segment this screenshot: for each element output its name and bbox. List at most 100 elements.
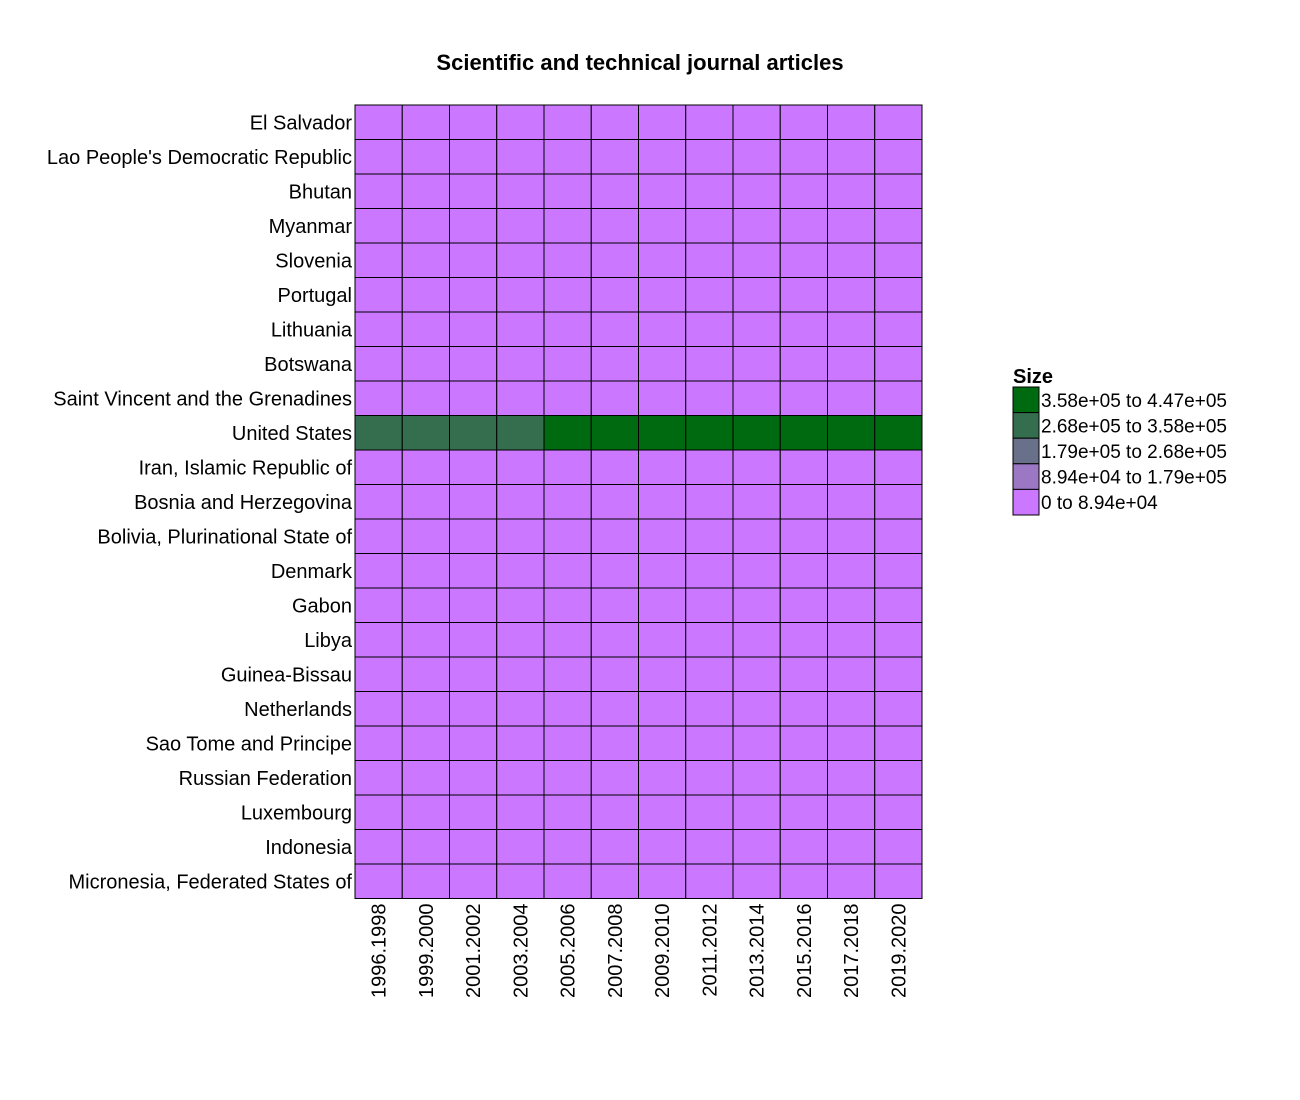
x-tick-label: 1996.1998 (369, 904, 391, 999)
heatmap-cell (732, 449, 781, 485)
heatmap-cell (874, 242, 923, 278)
heatmap-cell (449, 587, 498, 623)
heatmap-cell (779, 587, 828, 623)
y-tick-label: Indonesia (265, 837, 353, 859)
y-tick-label: Russian Federation (179, 768, 352, 790)
heatmap-cell (638, 553, 687, 589)
heatmap-cell (449, 518, 498, 554)
heatmap-cell (685, 760, 734, 796)
heatmap-cell (401, 829, 450, 865)
heatmap-cell (874, 622, 923, 658)
heatmap-cell (874, 173, 923, 209)
heatmap-cell (354, 346, 403, 382)
heatmap-cell (449, 553, 498, 589)
heatmap-cell (685, 863, 734, 899)
heatmap-cell (590, 587, 639, 623)
heatmap-cell (685, 518, 734, 554)
y-tick-label: United States (232, 423, 352, 445)
heatmap-cell (496, 691, 545, 727)
heatmap-cell (827, 622, 876, 658)
y-tick-label: Bolivia, Plurinational State of (97, 526, 352, 548)
heatmap-cell (449, 104, 498, 140)
heatmap-cell (354, 380, 403, 416)
legend-label: 3.58e+05 to 4.47e+05 (1041, 391, 1227, 412)
heatmap-cell (590, 553, 639, 589)
heatmap-cell (449, 277, 498, 313)
heatmap-cell (496, 622, 545, 658)
heatmap-cells (354, 104, 923, 899)
heatmap-cell (874, 725, 923, 761)
heatmap-cell (638, 415, 687, 451)
heatmap-cell (543, 691, 592, 727)
heatmap-cell (496, 656, 545, 692)
heatmap-cell (685, 380, 734, 416)
heatmap-cell (354, 277, 403, 313)
heatmap-cell (590, 277, 639, 313)
heatmap-cell (827, 553, 876, 589)
heatmap-cell (685, 553, 734, 589)
legend-swatch (1012, 386, 1040, 414)
x-tick-label: 2017.2018 (841, 904, 863, 999)
heatmap-cell (496, 760, 545, 796)
heatmap-cell (685, 346, 734, 382)
heatmap-cell (401, 208, 450, 244)
heatmap-cell (401, 863, 450, 899)
heatmap-cell (779, 656, 828, 692)
heatmap-cell (732, 277, 781, 313)
heatmap-cell (449, 415, 498, 451)
heatmap-cell (590, 380, 639, 416)
heatmap-cell (543, 622, 592, 658)
y-tick-label: Micronesia, Federated States of (69, 871, 353, 893)
heatmap-cell (496, 484, 545, 520)
heatmap-cell (685, 794, 734, 830)
y-tick-label: Slovenia (275, 250, 353, 272)
legend: Size 3.58e+05 to 4.47e+05 2.68e+05 to 3.5… (1012, 366, 1227, 516)
heatmap-cell (638, 208, 687, 244)
heatmap-cell (638, 725, 687, 761)
heatmap-cell (590, 760, 639, 796)
heatmap-cell (543, 139, 592, 175)
heatmap-cell (779, 449, 828, 485)
heatmap-cell (590, 173, 639, 209)
heatmap-cell (827, 863, 876, 899)
heatmap-cell (827, 104, 876, 140)
heatmap-cell (732, 622, 781, 658)
y-tick-label: Sao Tome and Principe (146, 733, 352, 755)
x-tick-label: 2007.2008 (605, 904, 627, 999)
heatmap-cell (590, 139, 639, 175)
heatmap-cell (496, 794, 545, 830)
heatmap-cell (354, 415, 403, 451)
heatmap-cell (354, 760, 403, 796)
heatmap-cell (590, 829, 639, 865)
heatmap-cell (638, 691, 687, 727)
heatmap-cell (543, 725, 592, 761)
heatmap-cell (638, 760, 687, 796)
heatmap-cell (638, 587, 687, 623)
heatmap-cell (685, 277, 734, 313)
heatmap-cell (496, 829, 545, 865)
heatmap-cell (638, 139, 687, 175)
heatmap-cell (638, 173, 687, 209)
heatmap-cell (685, 656, 734, 692)
heatmap-cell (449, 725, 498, 761)
heatmap-cell (354, 553, 403, 589)
heatmap-cell (401, 173, 450, 209)
heatmap-cell (449, 173, 498, 209)
heatmap-cell (685, 104, 734, 140)
heatmap-cell (449, 380, 498, 416)
y-tick-label: Denmark (271, 561, 353, 583)
heatmap-cell (354, 829, 403, 865)
y-tick-label: Bhutan (289, 181, 352, 203)
heatmap-cell (779, 760, 828, 796)
heatmap-cell (401, 346, 450, 382)
legend-swatch (1012, 412, 1040, 439)
heatmap-cell (496, 139, 545, 175)
x-tick-label: 2005.2006 (558, 904, 580, 999)
heatmap-cell (874, 449, 923, 485)
x-tick-label: 2001.2002 (463, 904, 485, 999)
heatmap-cell (354, 587, 403, 623)
heatmap-cell (543, 173, 592, 209)
heatmap-cell (827, 725, 876, 761)
heatmap-cell (543, 587, 592, 623)
chart-title: Scientific and technical journal article… (436, 50, 843, 75)
